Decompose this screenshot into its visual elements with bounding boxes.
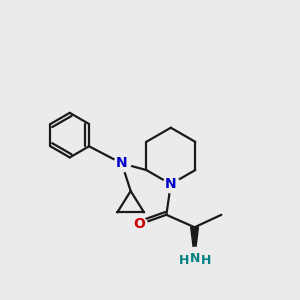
Text: N: N (116, 156, 128, 170)
Text: N: N (165, 177, 177, 191)
Text: N: N (189, 252, 200, 265)
Text: H: H (179, 254, 189, 267)
Polygon shape (191, 227, 198, 259)
Text: O: O (134, 217, 146, 231)
Text: H: H (201, 254, 211, 267)
